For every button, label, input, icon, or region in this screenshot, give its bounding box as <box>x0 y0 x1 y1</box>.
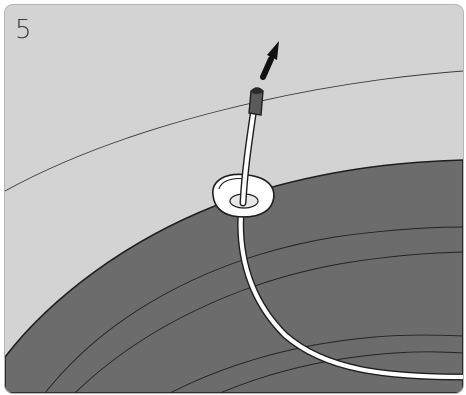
sidewall-contour-line <box>5 70 463 192</box>
tread-groove-line-2 <box>74 251 463 393</box>
tread-groove-line-1 <box>44 226 463 393</box>
tread-groove-line-3 <box>169 334 463 393</box>
illustration-panel: 5 <box>4 4 464 394</box>
pull-direction-arrow <box>260 41 279 80</box>
cable-end-cap-top <box>251 88 263 94</box>
tread-groove-line-4 <box>219 351 463 393</box>
illustration-canvas <box>5 5 463 393</box>
step-number: 5 <box>15 15 32 45</box>
cable-lower <box>238 198 463 380</box>
